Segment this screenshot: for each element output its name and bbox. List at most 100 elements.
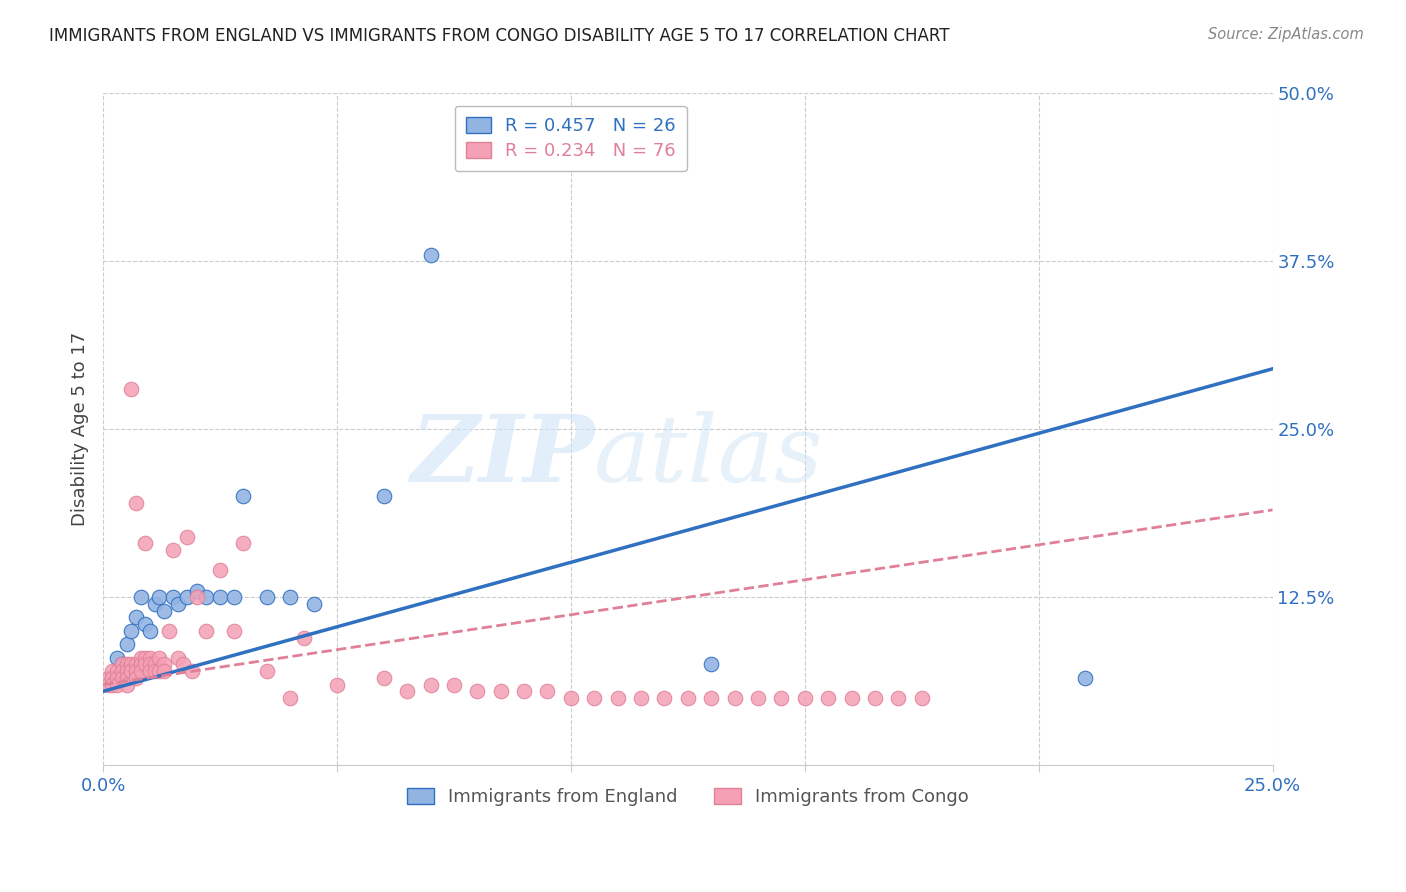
- Point: [396, 684, 419, 698]
- Point: [101, 677, 124, 691]
- Point: [224, 591, 246, 605]
- Point: [120, 664, 142, 678]
- Point: [162, 591, 184, 605]
- Point: [101, 671, 124, 685]
- Point: [115, 657, 138, 672]
- Point: [139, 664, 162, 678]
- Point: [373, 490, 395, 504]
- Point: [120, 657, 142, 672]
- Point: [134, 657, 156, 672]
- Point: [209, 591, 232, 605]
- Point: [105, 677, 128, 691]
- Point: [863, 691, 886, 706]
- Point: [134, 650, 156, 665]
- Point: [700, 657, 723, 672]
- Point: [176, 591, 198, 605]
- Point: [172, 657, 194, 672]
- Point: [134, 536, 156, 550]
- Point: [97, 677, 120, 691]
- Point: [443, 677, 465, 691]
- Point: [465, 684, 488, 698]
- Point: [186, 583, 208, 598]
- Point: [278, 591, 301, 605]
- Point: [232, 536, 254, 550]
- Point: [887, 691, 910, 706]
- Point: [700, 691, 723, 706]
- Point: [120, 624, 142, 638]
- Point: [129, 664, 152, 678]
- Point: [419, 247, 441, 261]
- Point: [148, 650, 170, 665]
- Point: [793, 691, 815, 706]
- Point: [125, 671, 148, 685]
- Point: [129, 650, 152, 665]
- Point: [186, 591, 208, 605]
- Legend: Immigrants from England, Immigrants from Congo: Immigrants from England, Immigrants from…: [399, 780, 976, 814]
- Point: [489, 684, 512, 698]
- Point: [115, 637, 138, 651]
- Point: [111, 657, 134, 672]
- Point: [770, 691, 793, 706]
- Point: [120, 382, 142, 396]
- Point: [326, 677, 349, 691]
- Point: [115, 677, 138, 691]
- Point: [129, 657, 152, 672]
- Point: [97, 671, 120, 685]
- Text: ZIP: ZIP: [411, 411, 595, 501]
- Point: [139, 624, 162, 638]
- Text: Source: ZipAtlas.com: Source: ZipAtlas.com: [1208, 27, 1364, 42]
- Point: [817, 691, 839, 706]
- Point: [176, 530, 198, 544]
- Point: [143, 664, 166, 678]
- Point: [195, 624, 218, 638]
- Point: [125, 664, 148, 678]
- Text: IMMIGRANTS FROM ENGLAND VS IMMIGRANTS FROM CONGO DISABILITY AGE 5 TO 17 CORRELAT: IMMIGRANTS FROM ENGLAND VS IMMIGRANTS FR…: [49, 27, 949, 45]
- Point: [302, 597, 325, 611]
- Point: [139, 657, 162, 672]
- Point: [841, 691, 863, 706]
- Point: [1074, 671, 1097, 685]
- Point: [224, 624, 246, 638]
- Point: [536, 684, 558, 698]
- Point: [630, 691, 652, 706]
- Point: [606, 691, 628, 706]
- Point: [583, 691, 606, 706]
- Point: [134, 617, 156, 632]
- Point: [209, 563, 232, 577]
- Point: [162, 543, 184, 558]
- Point: [105, 650, 128, 665]
- Point: [105, 671, 128, 685]
- Point: [181, 664, 204, 678]
- Point: [654, 691, 676, 706]
- Point: [125, 496, 148, 510]
- Point: [143, 657, 166, 672]
- Point: [167, 597, 190, 611]
- Point: [125, 610, 148, 624]
- Text: atlas: atlas: [595, 411, 824, 501]
- Point: [232, 490, 254, 504]
- Point: [111, 671, 134, 685]
- Point: [111, 664, 134, 678]
- Point: [560, 691, 582, 706]
- Point: [139, 650, 162, 665]
- Point: [256, 664, 278, 678]
- Point: [153, 664, 176, 678]
- Point: [148, 591, 170, 605]
- Point: [105, 664, 128, 678]
- Point: [153, 657, 176, 672]
- Point: [111, 657, 134, 672]
- Point: [157, 624, 180, 638]
- Point: [115, 664, 138, 678]
- Point: [195, 591, 218, 605]
- Point: [419, 677, 441, 691]
- Point: [723, 691, 745, 706]
- Point: [167, 650, 190, 665]
- Point: [278, 691, 301, 706]
- Point: [911, 691, 934, 706]
- Point: [153, 604, 176, 618]
- Point: [747, 691, 769, 706]
- Point: [148, 664, 170, 678]
- Point: [676, 691, 699, 706]
- Point: [513, 684, 536, 698]
- Point: [129, 591, 152, 605]
